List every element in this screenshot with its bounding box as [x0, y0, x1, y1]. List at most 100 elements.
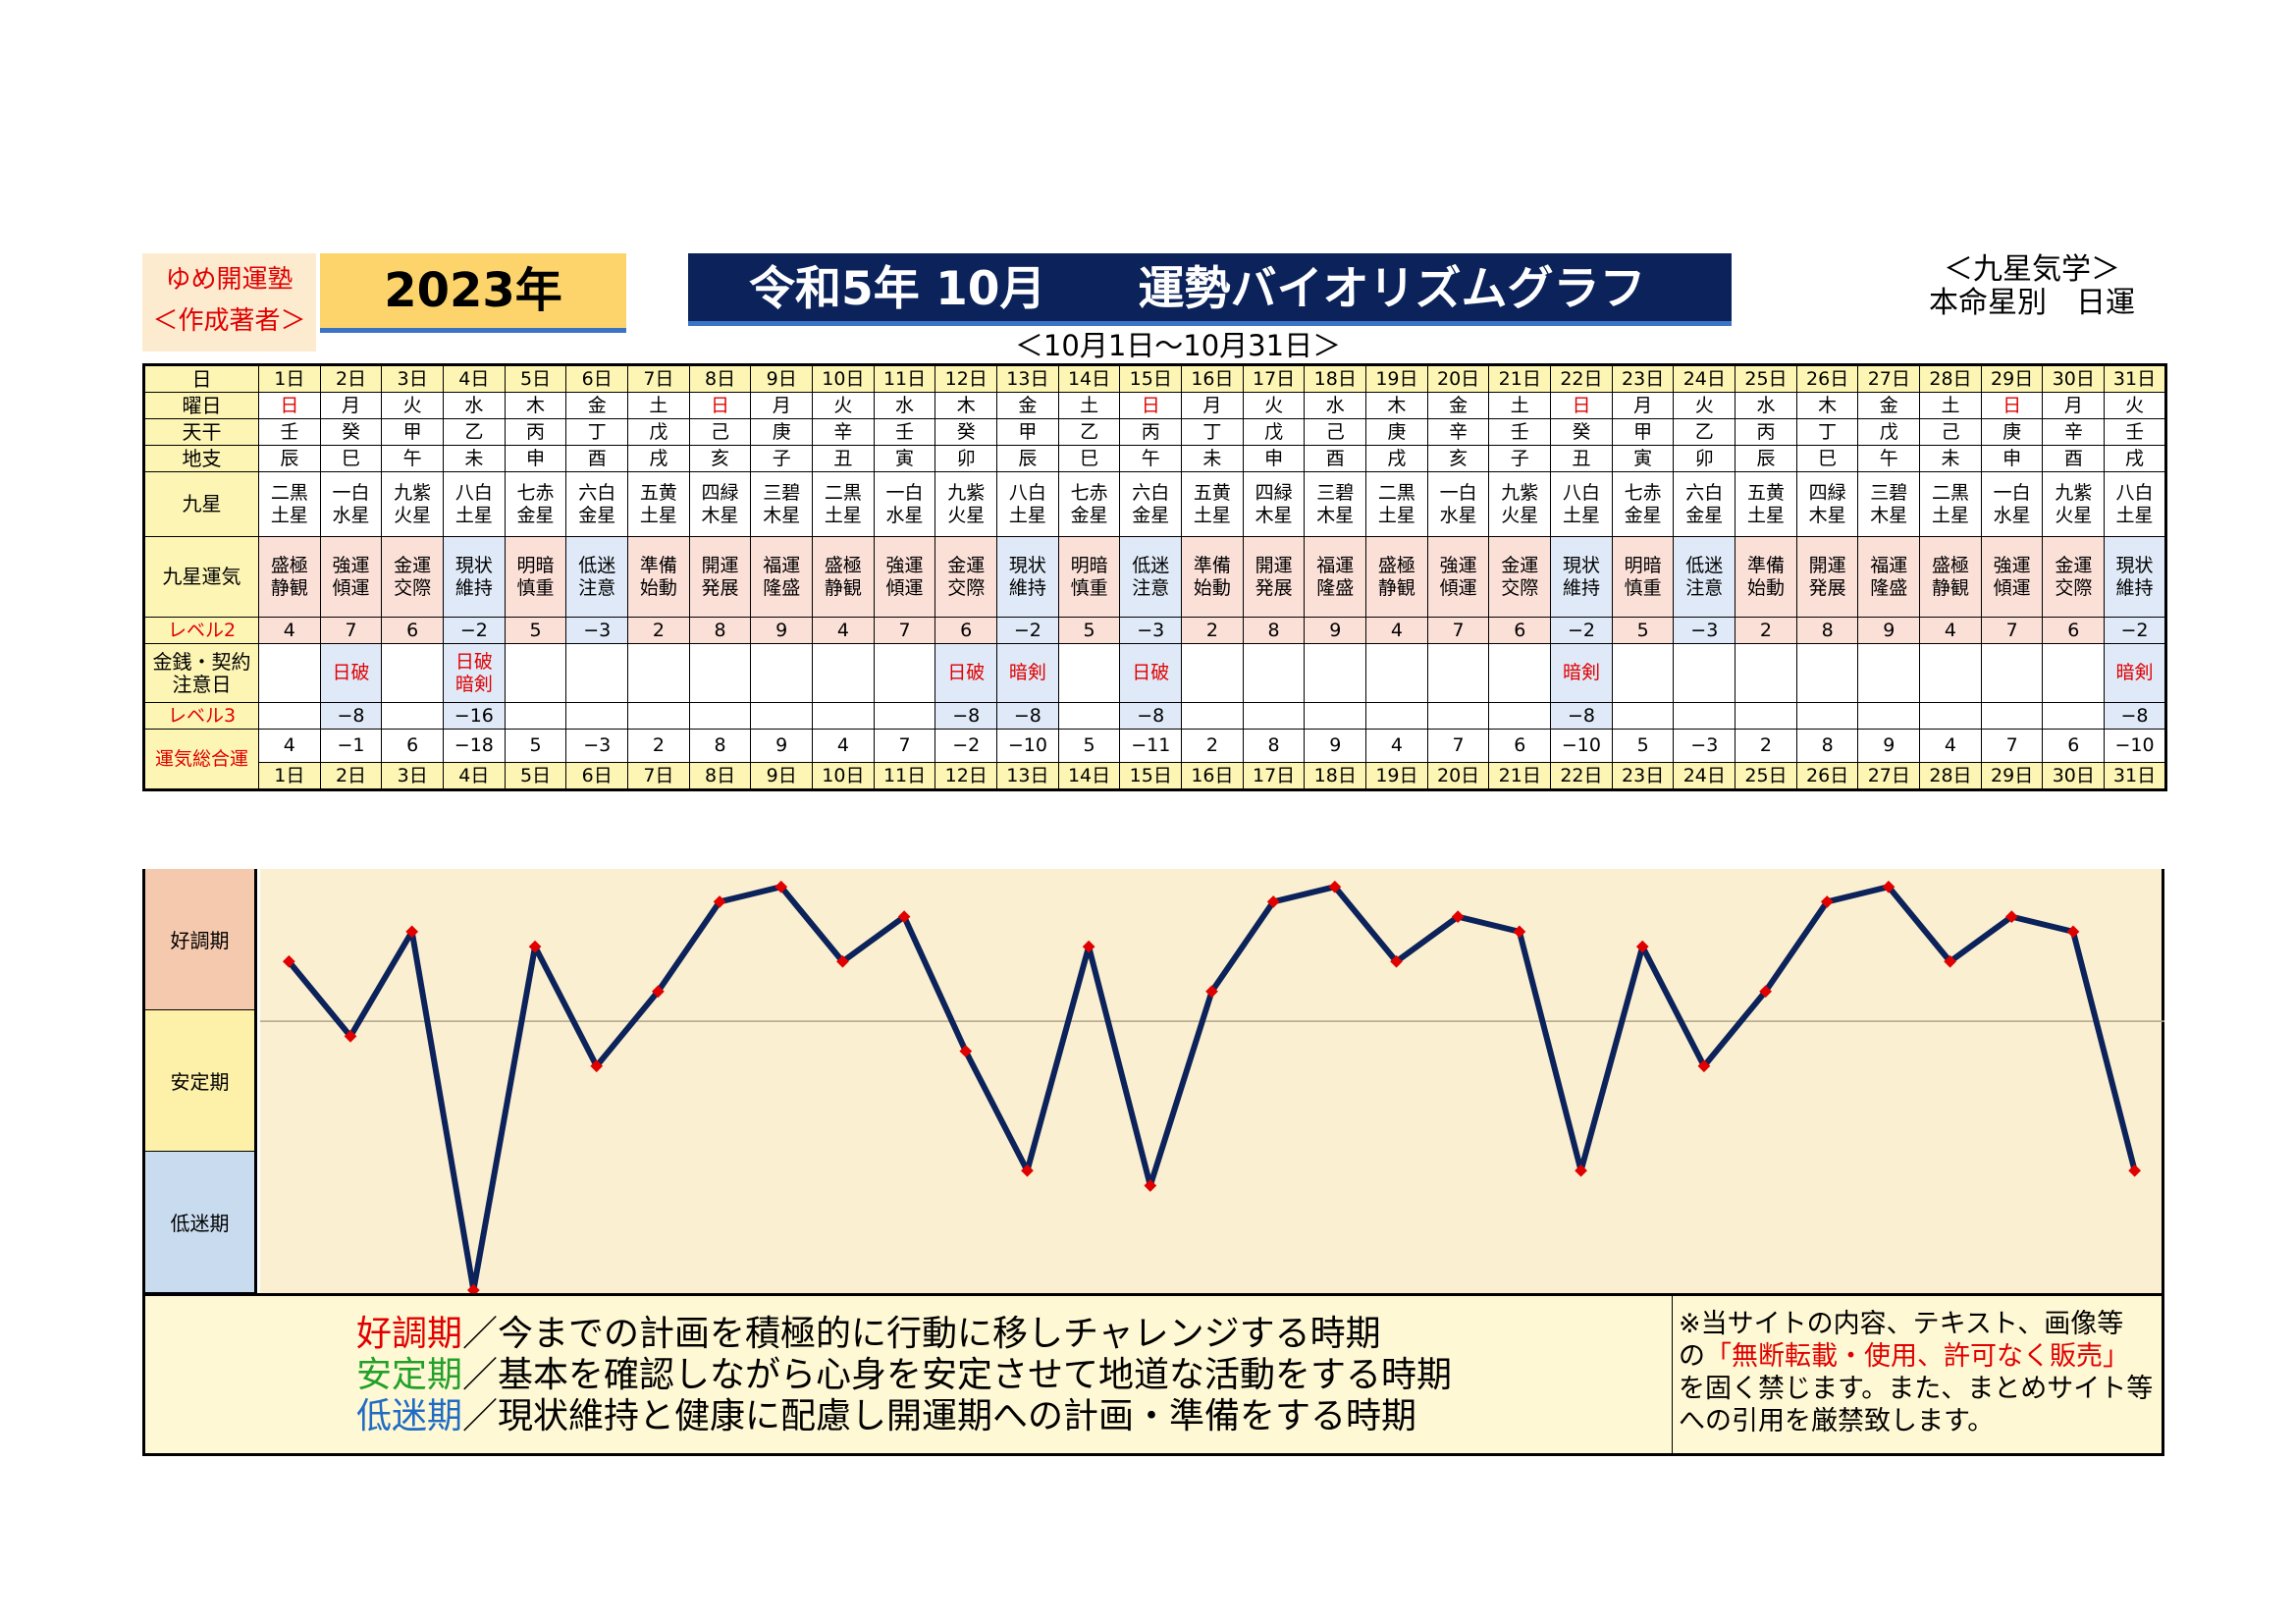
money-cell: [1919, 643, 1982, 703]
fortune-cell: 盛極 静観: [1365, 536, 1428, 618]
star-cell: 五黄 土星: [627, 471, 690, 537]
cell-line: 二黒: [1377, 481, 1415, 504]
weekday-cell: 月: [319, 392, 383, 419]
cell-line: 土星: [824, 504, 862, 526]
cell-line: 七赤: [516, 481, 555, 504]
cell-line: 土星: [1931, 504, 1969, 526]
level2-cell: 7: [1980, 617, 2044, 644]
data-point: [2128, 1164, 2142, 1177]
day-bottom-cell: 29日: [1980, 762, 2044, 790]
money-cell: [1673, 643, 1736, 703]
day-bottom-cell: 7日: [627, 762, 690, 790]
day-bottom-cell: 26日: [1795, 762, 1859, 790]
stem-cell: 己: [1304, 418, 1367, 446]
total-cell: 7: [873, 729, 936, 763]
star-cell: 八白 土星: [2104, 471, 2166, 537]
money-cell: 日破 暗剣: [443, 643, 506, 703]
cell-line: 準備: [639, 554, 677, 576]
star-cell: 四緑 木星: [688, 471, 752, 537]
stem-cell: 辛: [2042, 418, 2106, 446]
data-point: [1144, 1179, 1157, 1192]
cell-line: 四緑: [1255, 481, 1293, 504]
day-cell: 6日: [565, 364, 629, 393]
level3-cell: −8: [1119, 702, 1183, 730]
weekday-cell: 金: [996, 392, 1059, 419]
stem-cell: 壬: [873, 418, 936, 446]
money-cell: [1488, 643, 1552, 703]
fortune-cell: 明暗 慎重: [1611, 536, 1675, 618]
star-cell: 五黄 土星: [1735, 471, 1797, 537]
total-cell: 7: [1426, 729, 1490, 763]
stem-cell: 戊: [627, 418, 690, 446]
day-bottom-cell: 21日: [1488, 762, 1552, 790]
stem-cell: 壬: [258, 418, 321, 446]
band-good: 好調期: [145, 869, 257, 1010]
fortune-cell: 福運 隆盛: [1857, 536, 1921, 618]
cell-line: 二黒: [824, 481, 862, 504]
cell-line: 準備: [1746, 554, 1785, 576]
legend-good: 好調期／今までの計画を積極的に行動に移しチャレンジする時期: [356, 1314, 1672, 1355]
biorhythm-chart: 好調期 安定期 低迷期: [142, 869, 2164, 1296]
cell-line: 金運: [394, 554, 432, 576]
day-bottom-cell: 1日: [258, 762, 321, 790]
cell-line: 開運: [1255, 554, 1293, 576]
money-cell: [1304, 643, 1367, 703]
level2-cell: −3: [565, 617, 629, 644]
cell-line: 隆盛: [1870, 576, 1908, 599]
cell-line: 暗剣: [1008, 662, 1046, 683]
stem-cell: 乙: [443, 418, 506, 446]
day-cell: 19日: [1365, 364, 1428, 393]
day-cell: 23日: [1611, 364, 1675, 393]
data-point: [1082, 940, 1095, 953]
day-cell: 14日: [1057, 364, 1121, 393]
cell-line: 金運: [1501, 554, 1539, 576]
legend-low-text: ／現状維持と健康に配慮し開運期への計画・準備をする時期: [462, 1396, 1417, 1436]
branch-cell: 酉: [2042, 445, 2106, 472]
day-bottom-cell: 24日: [1673, 762, 1736, 790]
row-stem: 天干壬癸甲乙丙丁戊己庚辛壬癸甲乙丙丁戊己庚辛壬癸甲乙丙丁戊己庚辛壬: [143, 418, 2166, 446]
branch-cell: 午: [1119, 445, 1183, 472]
money-cell: [381, 643, 445, 703]
total-cell: −10: [1550, 729, 1613, 763]
level3-cell: [2042, 702, 2106, 730]
day-cell: 2日: [319, 364, 383, 393]
level2-cell: 5: [504, 617, 567, 644]
cell-line: 七赤: [1070, 481, 1108, 504]
cell-line: 火星: [947, 504, 986, 526]
stem-cell: 壬: [2104, 418, 2166, 446]
stem-cell: 癸: [319, 418, 383, 446]
cell-line: 強運: [1439, 554, 1477, 576]
cell-line: 日破: [947, 662, 986, 683]
total-cell: 6: [1488, 729, 1552, 763]
weekday-cell: 月: [1611, 392, 1675, 419]
weekday-cell: 木: [1795, 392, 1859, 419]
cell-line: 火星: [1501, 504, 1539, 526]
cell-line: 福運: [1316, 554, 1355, 576]
weekday-cell: 日: [1550, 392, 1613, 419]
money-cell: 暗剣: [996, 643, 1059, 703]
cell-line: 金運: [947, 554, 986, 576]
money-cell: [565, 643, 629, 703]
star-cell: 三碧 木星: [1857, 471, 1921, 537]
day-cell: 4日: [443, 364, 506, 393]
fortune-cell: 明暗 慎重: [1057, 536, 1121, 618]
branch-cell: 卯: [934, 445, 998, 472]
weekday-cell: 月: [1181, 392, 1244, 419]
star-cell: 三碧 木星: [750, 471, 814, 537]
money-cell: [1426, 643, 1490, 703]
cell-line: 維持: [454, 576, 493, 599]
cell-line: 土星: [1008, 504, 1046, 526]
stem-cell: 甲: [996, 418, 1059, 446]
cell-line: 明暗: [1070, 554, 1108, 576]
cell-line: 土星: [454, 504, 493, 526]
cell-line: 七赤: [1624, 481, 1662, 504]
row-day-bottom: 1日 2日 3日 4日 5日 6日 7日 8日 9日 10日 11日 12日 13日 14日 15日 16日 1…: [144, 762, 2166, 790]
cell-line: 木星: [1870, 504, 1908, 526]
cell-line: 福運: [763, 554, 801, 576]
day-cell: 15日: [1119, 364, 1183, 393]
cell-line: 一白: [332, 481, 370, 504]
branch-cell: 巳: [1795, 445, 1859, 472]
plot-svg: [260, 880, 2164, 1293]
branch-cell: 申: [504, 445, 567, 472]
day-cell: 29日: [1980, 364, 2044, 393]
